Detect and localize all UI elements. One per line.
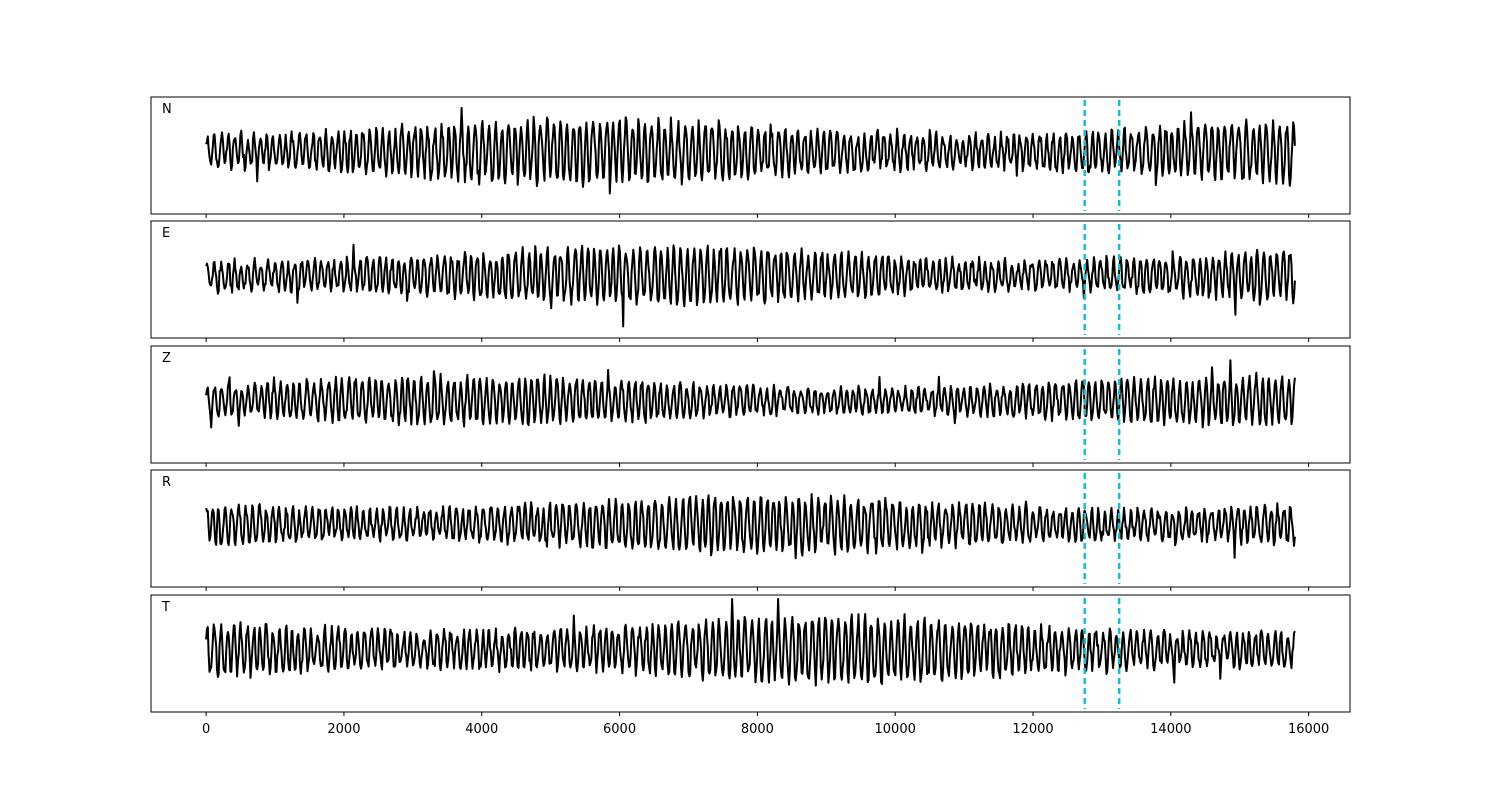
x-tick-label: 16000 — [1288, 722, 1329, 737]
panel-t: T — [150, 594, 1351, 716]
trace-z — [205, 359, 1296, 429]
trace-e — [205, 243, 1296, 328]
panel-label: R — [162, 475, 171, 490]
trace-r — [205, 493, 1296, 560]
panel-frame — [150, 96, 1351, 215]
panel-e: E — [150, 220, 1351, 342]
panel-label: N — [162, 102, 172, 117]
x-tick-label: 2000 — [327, 722, 360, 737]
x-tick-label: 12000 — [1012, 722, 1053, 737]
x-axis: 0 2000 4000 6000 8000 10000 12000 14000 16000 — [202, 722, 1329, 737]
x-tick-label: 10000 — [875, 722, 916, 737]
panel-frame — [150, 469, 1351, 588]
panel-frame — [150, 594, 1351, 713]
x-tick-label: 6000 — [603, 722, 636, 737]
panels: N E Z R T — [150, 96, 1351, 716]
panel-label: Z — [162, 351, 171, 366]
panel-r: R — [150, 469, 1351, 591]
x-tick-label: 14000 — [1150, 722, 1191, 737]
panel-frame — [150, 220, 1351, 339]
trace-n — [205, 106, 1296, 195]
panel-frame — [150, 345, 1351, 464]
x-tick-label: 4000 — [465, 722, 498, 737]
x-tick-label: 8000 — [741, 722, 774, 737]
panel-label: E — [162, 226, 170, 241]
trace-t — [205, 598, 1296, 687]
panel-z: Z — [150, 345, 1351, 467]
panel-n: N — [150, 96, 1351, 218]
x-tick-label: 0 — [202, 722, 210, 737]
panel-label: T — [161, 600, 170, 615]
